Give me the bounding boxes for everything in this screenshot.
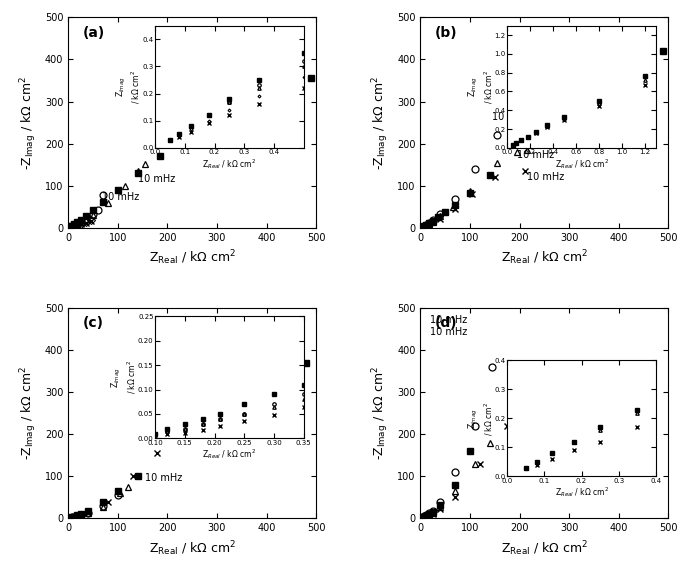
Text: 10 mHz: 10 mHz <box>492 112 529 122</box>
Text: 10 mHz: 10 mHz <box>430 327 468 338</box>
Text: 10 mHz: 10 mHz <box>102 192 139 202</box>
Y-axis label: -Z$_{\mathrm{Imag}}$ / kΩ cm$^2$: -Z$_{\mathrm{Imag}}$ / kΩ cm$^2$ <box>371 366 391 460</box>
X-axis label: Z$_{\mathrm{Real}}$ / kΩ cm$^2$: Z$_{\mathrm{Real}}$ / kΩ cm$^2$ <box>149 539 236 558</box>
Text: 10 mHz: 10 mHz <box>194 123 232 133</box>
Text: (b): (b) <box>435 26 458 40</box>
Text: (a): (a) <box>83 26 105 40</box>
Text: (d): (d) <box>435 316 458 330</box>
Text: 10 mHz: 10 mHz <box>527 172 564 183</box>
Text: 10 mHz: 10 mHz <box>430 314 468 325</box>
Text: 10 mHz: 10 mHz <box>145 473 182 483</box>
Text: (c): (c) <box>83 316 104 330</box>
Y-axis label: -Z$_{\mathrm{Imag}}$ / kΩ cm$^2$: -Z$_{\mathrm{Imag}}$ / kΩ cm$^2$ <box>18 75 40 169</box>
Y-axis label: -Z$_{\mathrm{Imag}}$ / kΩ cm$^2$: -Z$_{\mathrm{Imag}}$ / kΩ cm$^2$ <box>371 75 391 169</box>
Y-axis label: -Z$_{\mathrm{Imag}}$ / kΩ cm$^2$: -Z$_{\mathrm{Imag}}$ / kΩ cm$^2$ <box>18 366 40 460</box>
X-axis label: Z$_{\mathrm{Real}}$ / kΩ cm$^2$: Z$_{\mathrm{Real}}$ / kΩ cm$^2$ <box>501 539 588 558</box>
Text: 10 mHz: 10 mHz <box>165 425 202 435</box>
X-axis label: Z$_{\mathrm{Real}}$ / kΩ cm$^2$: Z$_{\mathrm{Real}}$ / kΩ cm$^2$ <box>501 248 588 267</box>
Text: 10 mHz: 10 mHz <box>517 150 554 160</box>
Text: 10 mHz: 10 mHz <box>138 173 175 184</box>
X-axis label: Z$_{\mathrm{Real}}$ / kΩ cm$^2$: Z$_{\mathrm{Real}}$ / kΩ cm$^2$ <box>149 248 236 267</box>
